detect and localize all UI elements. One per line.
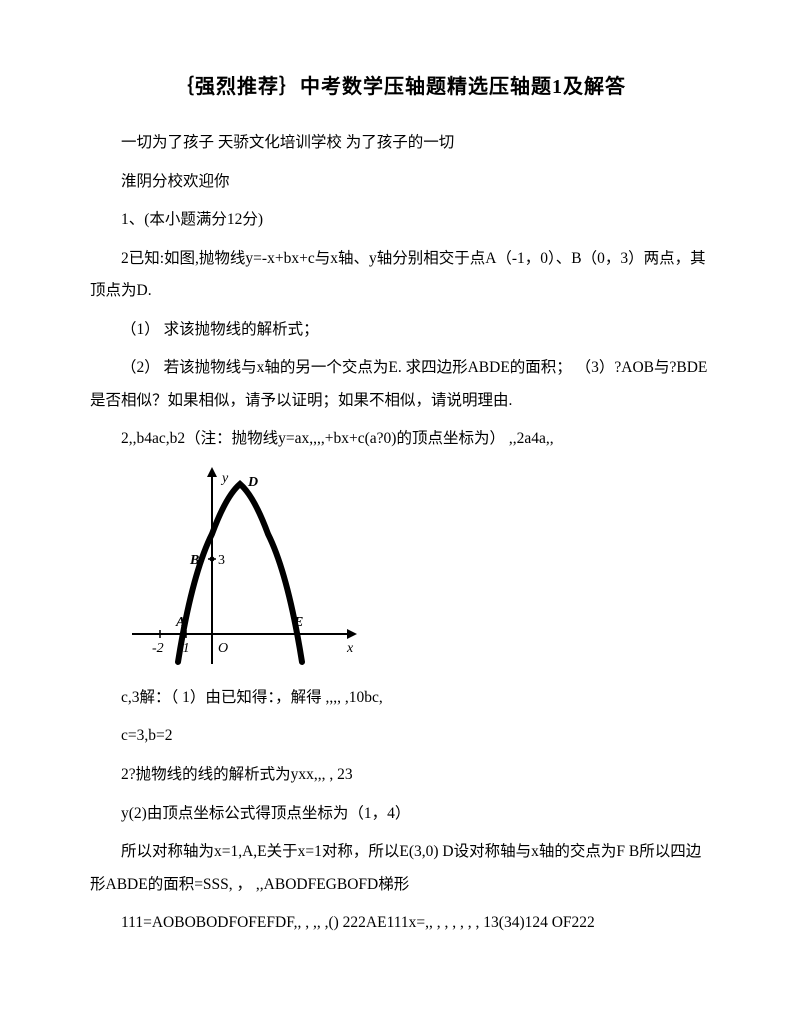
paragraph-note-vertex: 2,,b4ac,b2（注：抛物线y=ax,,,,+bx+c(a?0)的顶点坐标为… [90,423,710,456]
svg-text:-2: -2 [152,641,164,656]
svg-text:y: y [220,471,229,486]
document-title: ｛强烈推荐｝中考数学压轴题精选压轴题1及解答 [90,70,710,99]
paragraph-q1-sub2-3: （2） 若该抛物线与x轴的另一个交点为E. 求四边形ABDE的面积； （3）?A… [90,352,710,417]
paragraph-sol3: 2?抛物线的线的解析式为yxx,,, , 23 [90,759,710,792]
svg-text:A: A [175,615,185,630]
paragraph-sol2: c=3,b=2 [90,720,710,753]
paragraph-sol6: 111=AOBOBODFOFEFDF,, , ,, ,() 222AE111x=… [90,907,710,940]
svg-text:B: B [189,553,199,568]
svg-text:E: E [293,615,303,630]
document-page: ｛强烈推荐｝中考数学压轴题精选压轴题1及解答 一切为了孩子 天骄文化培训学校 为… [0,0,800,986]
svg-text:-1: -1 [178,641,190,656]
svg-text:D: D [247,475,258,490]
svg-text:x: x [346,641,354,656]
paragraph-intro-1: 一切为了孩子 天骄文化培训学校 为了孩子的一切 [90,127,710,160]
paragraph-q1-given: 2已知:如图,抛物线y=-x+bx+c与x轴、y轴分别相交于点A（-1，0）、B… [90,243,710,308]
svg-text:O: O [218,641,228,656]
parabola-svg: -2 -1 O A B 3 D Ex y [122,464,362,674]
paragraph-intro-2: 淮阴分校欢迎你 [90,166,710,199]
svg-text:3: 3 [218,553,225,568]
paragraph-sol5: 所以对称轴为x=1,A,E关于x=1对称，所以E(3,0) D设对称轴与x轴的交… [90,836,710,901]
paragraph-sol4: y(2)由顶点坐标公式得顶点坐标为（1，4） [90,798,710,831]
parabola-figure: -2 -1 O A B 3 D Ex y [122,464,710,674]
paragraph-q1-sub1: （1） 求该抛物线的解析式； [90,314,710,347]
paragraph-sol1: c,3解：（ 1）由已知得：，解得 ,,,, ,10bc, [90,682,710,715]
paragraph-q1-header: 1、(本小题满分12分) [90,204,710,237]
